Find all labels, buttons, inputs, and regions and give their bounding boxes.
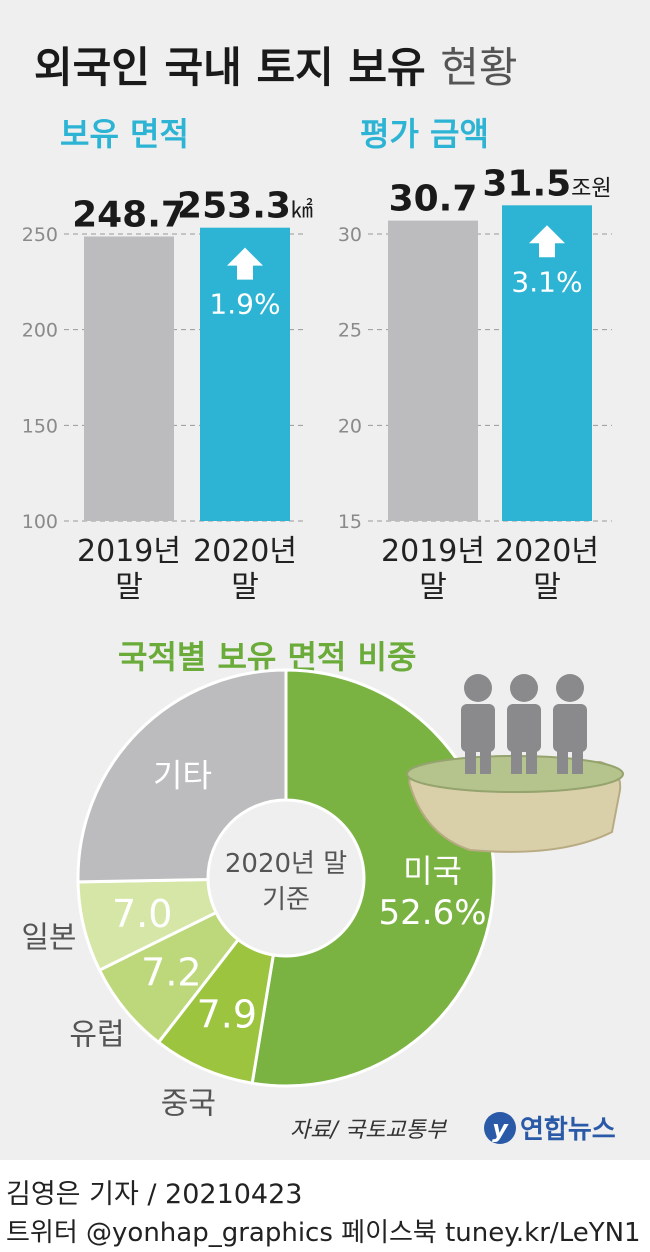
category-label: 2019년 [77,534,181,569]
source-note: 자료/ 국토교통부 [290,1118,448,1143]
category-label: 말 [533,570,561,605]
logo-text: 연합뉴스 [520,1115,616,1145]
slice-value-label: 7.9 [197,993,257,1037]
svg-text:y: y [492,1115,509,1143]
footer: 김영은 기자 / 20210423 트위터 @yonhap_graphics 페… [0,1160,650,1252]
donut-center-label: 기준 [262,885,310,915]
slice-label: 중국 [161,1087,216,1122]
bar [502,205,592,522]
value-label: 31.5조원 [482,163,611,204]
up-arrow-icon [529,225,565,258]
slice-label: 기타 [153,756,212,794]
donut-center-label: 2020년 말 [225,849,347,879]
value-label: 30.7 [389,179,478,220]
change-label: 3.1% [511,265,582,298]
value-chart-title: 평가 금액 [360,115,489,153]
bar [84,236,174,521]
y-tick-label: 20 [338,415,362,437]
slice-label: 일본 [21,921,76,956]
slice-value-label: 7.2 [141,951,201,995]
slice-label: 미국 [403,852,462,890]
y-tick-label: 200 [22,320,58,342]
up-arrow-icon [227,247,263,280]
change-label: 1.9% [209,288,280,321]
y-tick-label: 15 [338,511,362,533]
slice-label: 유럽 [69,1017,124,1052]
category-label: 2020년 [495,534,599,569]
unit-label: 조원 [571,176,611,201]
y-tick-label: 150 [22,415,58,437]
value-label: 248.7 [72,194,186,235]
people-on-land-icon [406,674,624,853]
y-tick-label: 250 [22,224,58,246]
y-tick-label: 100 [22,511,58,533]
y-tick-label: 25 [338,320,362,342]
slice-value-label: 52.6% [379,893,487,933]
bar [388,220,478,521]
infographic-card: 외국인 국내 토지 보유 현황 보유 면적 100 150 200 250 248.7 2… [0,0,650,1160]
social-links: 트위터 @yonhap_graphics 페이스북 tuney.kr/LeYN1 [6,1218,641,1248]
category-label: 2019년 [381,534,485,569]
unit-label: ㎢ [291,198,313,224]
category-label: 말 [115,570,143,605]
byline: 김영은 기자 / 20210423 [6,1179,303,1210]
y-tick-label: 30 [338,224,362,246]
value-label: 253.3㎢ [177,186,313,227]
category-label: 말 [231,570,259,605]
slice-value-label: 7.0 [112,892,172,936]
area-chart-title: 보유 면적 [60,115,189,153]
category-label: 말 [419,570,447,605]
yonhap-logo: y 연합뉴스 [484,1112,616,1145]
category-label: 2020년 [193,534,297,569]
page-title: 외국인 국내 토지 보유 현황 [34,43,518,92]
donut-slice [76,668,288,884]
